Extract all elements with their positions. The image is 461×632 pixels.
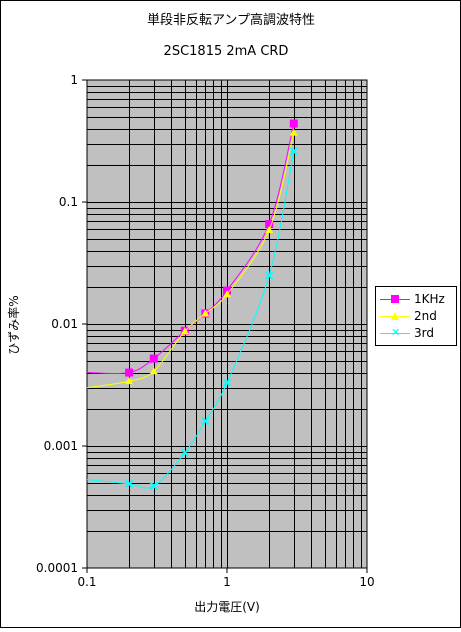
data-point-1khz xyxy=(149,354,158,363)
y-tick-label: 0.01 xyxy=(51,317,78,331)
data-point-2nd xyxy=(223,290,231,298)
legend: 1KHz 2nd ✕ 3rd xyxy=(375,286,457,346)
y-axis-label: ひずみ率% xyxy=(6,295,21,354)
legend-label-2nd: 2nd xyxy=(414,309,437,323)
axes: 0.1 1 10 0.0001 0.001 0.01 0.1 1 xyxy=(36,73,375,589)
x-marker-stroke xyxy=(201,416,210,426)
legend-label-3rd: 3rd xyxy=(414,326,434,340)
data-point-3rd xyxy=(222,378,232,387)
data-point-2nd xyxy=(201,309,210,317)
x-tick-label: 1 xyxy=(223,575,231,589)
data-point-3rd xyxy=(289,147,299,156)
x-marker-stroke xyxy=(222,378,232,387)
data-point-3rd xyxy=(124,479,134,489)
data-point-2nd xyxy=(289,128,298,136)
x-marker-icon: ✕ xyxy=(391,326,401,339)
triangle-marker-icon xyxy=(391,312,399,320)
chart-title: 単段非反転アンプ高調波特性 xyxy=(147,12,315,28)
chart-subtitle: 2SC1815 2mA CRD xyxy=(164,44,289,59)
x-tick-label: 10 xyxy=(359,575,374,589)
data-point-3rd xyxy=(264,271,274,280)
data-point-3rd xyxy=(180,448,190,457)
x-marker-stroke xyxy=(289,147,299,156)
legend-item-2nd: 2nd xyxy=(380,308,454,324)
x-marker-stroke xyxy=(149,481,159,491)
data-point-3rd xyxy=(149,481,159,491)
plot-area xyxy=(86,79,368,569)
data-point-1khz xyxy=(289,119,298,128)
data-point-2nd xyxy=(125,377,134,385)
y-tick-label: 0.1 xyxy=(59,195,78,209)
x-axis-label: 出力電圧(V) xyxy=(194,600,260,614)
data-point-2nd xyxy=(180,327,189,335)
x-marker-stroke xyxy=(124,479,134,489)
data-point-2nd xyxy=(265,225,274,233)
square-marker-icon xyxy=(391,295,399,303)
legend-label-1khz: 1KHz xyxy=(414,292,445,306)
data-point-1khz xyxy=(265,220,274,229)
series-layer xyxy=(86,119,299,491)
x-tick-label: 0.1 xyxy=(77,575,96,589)
legend-line-3rd xyxy=(380,333,410,334)
x-marker-stroke xyxy=(264,271,274,280)
data-point-1khz xyxy=(125,368,134,377)
x-marker-stroke xyxy=(180,448,190,457)
y-tick-label: 0.0001 xyxy=(36,561,78,575)
legend-item-1khz: 1KHz xyxy=(380,291,454,307)
legend-item-3rd: ✕ 3rd xyxy=(380,325,454,341)
y-tick-label: 0.001 xyxy=(44,439,78,453)
data-point-2nd xyxy=(149,367,158,375)
y-tick-label: 1 xyxy=(70,73,78,87)
data-point-3rd xyxy=(201,416,210,426)
